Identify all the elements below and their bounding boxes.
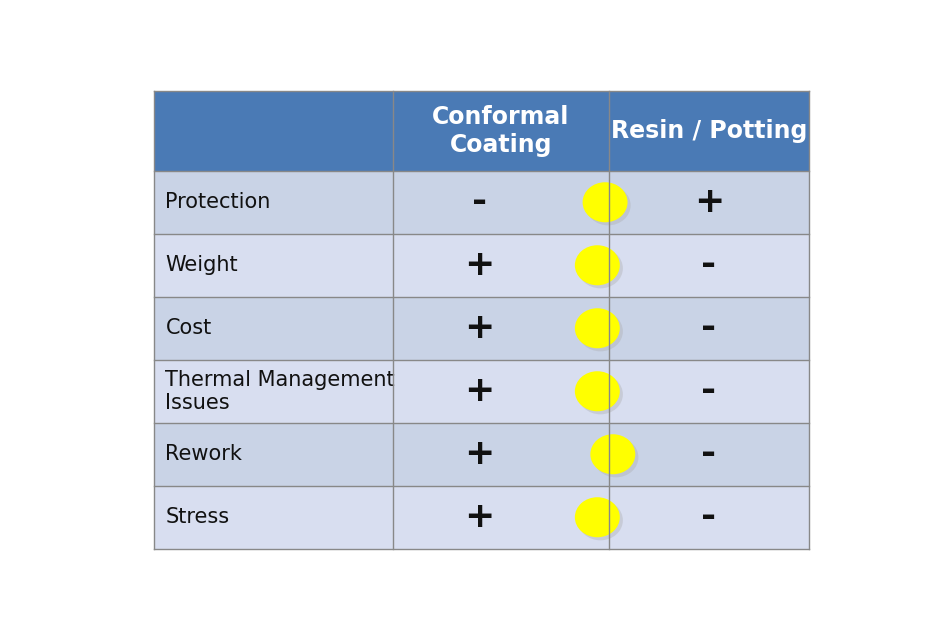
Ellipse shape: [591, 434, 636, 474]
Ellipse shape: [575, 308, 620, 348]
Ellipse shape: [577, 311, 623, 351]
Text: +: +: [464, 437, 495, 471]
FancyBboxPatch shape: [154, 91, 808, 171]
FancyBboxPatch shape: [154, 297, 808, 360]
Ellipse shape: [582, 182, 627, 222]
Text: -: -: [701, 248, 716, 282]
Text: Weight: Weight: [165, 255, 238, 275]
Ellipse shape: [575, 498, 620, 537]
Ellipse shape: [577, 374, 623, 415]
Text: Stress: Stress: [165, 507, 229, 527]
Text: +: +: [464, 248, 495, 282]
Text: Rework: Rework: [165, 444, 242, 464]
Ellipse shape: [575, 245, 620, 285]
FancyBboxPatch shape: [154, 234, 808, 297]
Text: -: -: [701, 311, 716, 345]
Text: Cost: Cost: [165, 318, 211, 338]
Ellipse shape: [593, 437, 639, 477]
Text: Protection: Protection: [165, 192, 270, 212]
Text: -: -: [471, 185, 486, 219]
Ellipse shape: [577, 500, 623, 541]
FancyBboxPatch shape: [154, 171, 808, 234]
Text: Resin / Potting: Resin / Potting: [610, 118, 807, 142]
Text: +: +: [464, 311, 495, 345]
Ellipse shape: [575, 371, 620, 411]
Ellipse shape: [586, 185, 631, 225]
Text: -: -: [701, 374, 716, 408]
Text: -: -: [701, 437, 716, 471]
Text: +: +: [694, 185, 724, 219]
Ellipse shape: [577, 248, 623, 289]
Text: Conformal
Coating: Conformal Coating: [432, 105, 570, 156]
Text: +: +: [464, 500, 495, 534]
FancyBboxPatch shape: [154, 423, 808, 486]
Text: -: -: [701, 500, 716, 534]
Text: +: +: [464, 374, 495, 408]
Text: Thermal Management
Issues: Thermal Management Issues: [165, 370, 395, 413]
FancyBboxPatch shape: [154, 360, 808, 423]
FancyBboxPatch shape: [154, 486, 808, 549]
